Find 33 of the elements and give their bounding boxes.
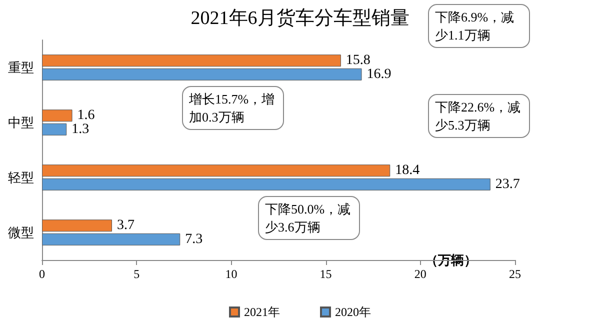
- annotation: 下降50.0%，减少3.6万辆: [265, 202, 351, 234]
- data-label: 18.4: [395, 163, 420, 178]
- x-tick-label: 0: [39, 267, 45, 281]
- bar: [42, 68, 362, 80]
- y-tick-label: 微型: [8, 225, 34, 240]
- bar: [42, 220, 112, 232]
- bar: [42, 54, 341, 67]
- data-label: 1.6: [77, 108, 95, 124]
- y-tick-label: 中型: [8, 115, 34, 130]
- x-tick-label: 10: [225, 267, 238, 281]
- data-label: 1.3: [72, 122, 90, 137]
- bar: [42, 123, 67, 136]
- data-label: 15.8: [346, 53, 370, 68]
- data-label: 16.9: [366, 66, 392, 82]
- bar: [42, 233, 180, 246]
- data-label: 23.7: [495, 176, 520, 192]
- chart-title: 2021年6月货车分车型销量: [190, 8, 410, 29]
- x-tick-label: 25: [509, 267, 521, 281]
- x-tick-label: 20: [414, 267, 426, 281]
- bar: [42, 178, 490, 190]
- x-tick-label: 15: [320, 267, 332, 281]
- legend-label: 2021年: [244, 305, 280, 319]
- y-tick-label: 重型: [8, 60, 34, 75]
- bar: [42, 110, 72, 122]
- x-tick-label: 5: [134, 267, 140, 281]
- bar: [42, 164, 390, 177]
- annotation: 增长15.7%，增加0.3万辆: [188, 92, 275, 124]
- annotation: 下降22.6%，减少5.3万辆: [435, 100, 521, 132]
- data-label: 3.7: [117, 218, 135, 234]
- y-tick-label: 轻型: [8, 170, 34, 185]
- data-label: 7.3: [185, 232, 203, 247]
- legend-label: 2020年: [335, 305, 371, 319]
- annotation: 下降6.9%，减少1.1万辆: [435, 10, 514, 42]
